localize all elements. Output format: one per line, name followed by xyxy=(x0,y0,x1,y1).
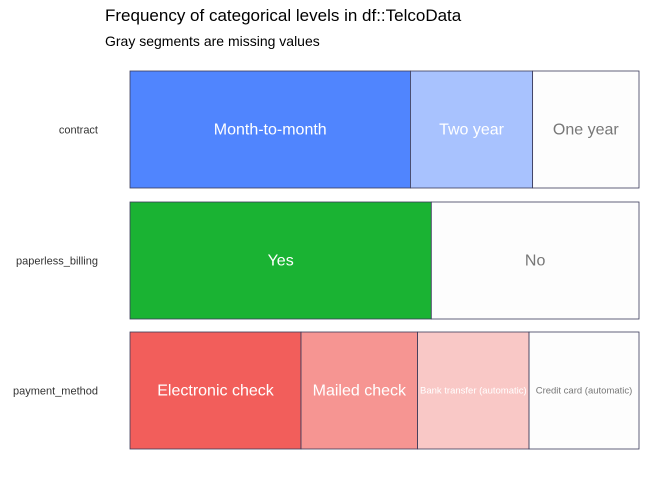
chart-title: Frequency of categorical levels in df::T… xyxy=(105,6,462,25)
bar-segment xyxy=(300,331,418,450)
y-axis-label-contract: contract xyxy=(59,125,98,137)
y-axis-label-paperless-billing: paperless_billing xyxy=(16,256,98,268)
bar-segment xyxy=(129,201,432,320)
segment-label: Mailed check xyxy=(313,383,407,400)
segment-label: No xyxy=(525,253,546,270)
segment-label: Yes xyxy=(268,253,294,270)
bar-segment xyxy=(430,201,640,320)
segment-label: One year xyxy=(553,122,619,139)
bar-segment xyxy=(532,70,640,189)
bar-segment xyxy=(417,331,530,450)
bar-segment xyxy=(129,70,411,189)
chart-subtitle: Gray segments are missing values xyxy=(105,33,320,49)
bar-segment xyxy=(129,331,302,450)
y-axis-label-payment-method: payment_method xyxy=(13,386,98,398)
segment-label: Electronic check xyxy=(157,383,274,400)
bar-segment xyxy=(528,331,640,450)
segment-label: Bank transfer (automatic) xyxy=(420,386,527,397)
segment-label: Credit card (automatic) xyxy=(536,386,633,397)
segment-label: Two year xyxy=(439,122,505,139)
segment-label: Month-to-month xyxy=(214,122,327,139)
title-block: Frequency of categorical levels in df::T… xyxy=(105,6,461,49)
